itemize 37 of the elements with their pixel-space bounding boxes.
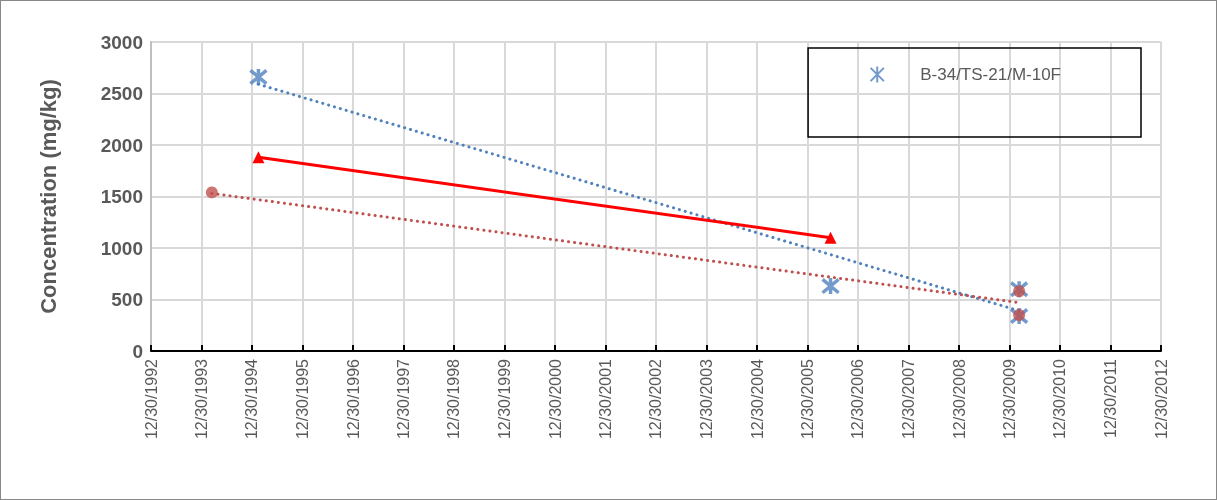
y-tick-label: 2000 (100, 134, 143, 156)
x-tick-label: 12/30/2003 (697, 358, 715, 440)
point (1009, 279, 1029, 299)
x-tick-label: 12/30/1996 (344, 358, 362, 440)
x-tick-label: 12/30/2002 (647, 358, 665, 440)
y-tick-label: 2500 (100, 83, 143, 104)
x-tick-label: 12/30/1994 (243, 358, 261, 440)
x-tick-label: 12/30/2008 (950, 358, 968, 440)
x-tick-label: 12/30/2011 (1101, 358, 1119, 438)
point (1013, 285, 1026, 298)
x-tick-label: 12/30/1997 (394, 358, 412, 440)
y-tick-label: 3000 (100, 31, 143, 53)
y-tick-label: 500 (111, 289, 143, 310)
y-tick-label: 1000 (100, 237, 143, 259)
x-tick-label: 12/30/1999 (495, 358, 513, 440)
x-tick-label: 12/30/1995 (293, 358, 311, 440)
point (820, 276, 841, 296)
point (205, 186, 218, 199)
x-tick-label: 12/30/2005 (798, 358, 816, 440)
point (1013, 308, 1026, 321)
point (1009, 306, 1029, 326)
x-tick-label: 12/30/2006 (849, 358, 867, 440)
x-tick-label: 12/30/2001 (596, 358, 614, 440)
legend-label: B-34/TS-21/M-10F (920, 65, 1061, 84)
x-tick-label: 12/30/2004 (748, 358, 766, 440)
x-tick-label: 12/30/2009 (1000, 358, 1018, 440)
y-axis-title: Concentration (mg/kg) (35, 79, 61, 314)
x-tick-label: 12/30/1998 (445, 358, 463, 440)
y-tick-label: 0 (132, 340, 143, 362)
x-tick-label: 12/30/1992 (142, 358, 160, 440)
x-tick-label: 12/30/2000 (546, 358, 564, 440)
y-tick-label: 1500 (100, 186, 143, 207)
x-tick-label: 12/30/2007 (899, 358, 917, 440)
x-tick-label: 12/30/2012 (1152, 358, 1170, 440)
point (248, 67, 269, 87)
x-tick-label: 12/30/2010 (1051, 358, 1069, 440)
x-tick-label: 12/30/1993 (192, 358, 210, 440)
